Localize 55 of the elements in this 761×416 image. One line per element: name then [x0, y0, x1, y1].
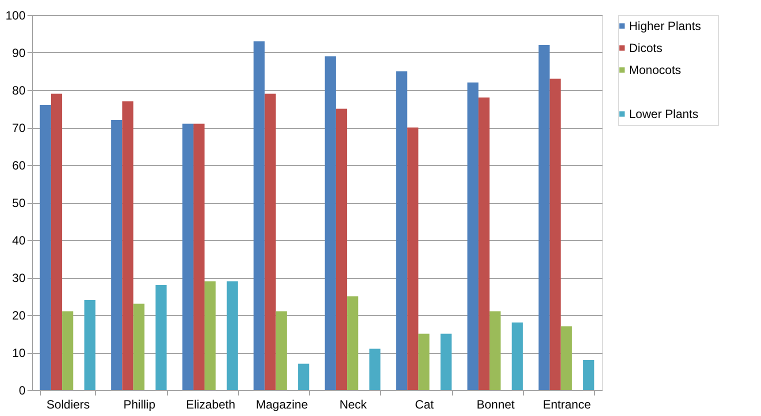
legend-label: Monocots — [629, 63, 682, 77]
y-tick-label: 50 — [12, 196, 26, 210]
bar — [226, 281, 238, 390]
bar — [583, 360, 594, 390]
bar — [538, 45, 550, 390]
bar — [276, 311, 287, 390]
x-tick-label: Elizabeth — [186, 398, 236, 412]
bar — [40, 105, 51, 390]
bar — [490, 311, 501, 390]
bar — [336, 108, 348, 390]
x-tick-label: Soldiers — [46, 398, 90, 412]
bar — [512, 322, 523, 390]
bar — [369, 348, 380, 390]
bar — [122, 101, 134, 390]
bar — [50, 94, 62, 390]
y-tick-label: 10 — [12, 346, 26, 360]
x-tick-label: Entrance — [542, 398, 592, 412]
bar — [440, 334, 452, 390]
legend-label: Lower Plants — [629, 107, 698, 121]
legend-label: Higher Plants — [629, 19, 702, 33]
bar — [62, 311, 74, 390]
bar — [133, 304, 144, 390]
x-tick-label: Magazine — [256, 398, 308, 412]
bar — [264, 94, 276, 390]
bar — [550, 78, 561, 390]
bar — [254, 41, 265, 390]
bar — [407, 128, 418, 390]
bar — [347, 296, 358, 390]
bar — [467, 82, 478, 390]
y-tick-label: 100 — [5, 8, 26, 22]
bar — [396, 71, 408, 390]
bar — [193, 124, 205, 390]
bar — [324, 56, 336, 390]
y-tick-label: 70 — [12, 121, 26, 135]
bar — [111, 120, 122, 390]
bar — [156, 285, 167, 390]
bar — [204, 281, 216, 390]
x-tick-label: Cat — [415, 398, 434, 412]
bar — [478, 98, 490, 390]
bar — [182, 124, 194, 390]
x-tick-label: Neck — [339, 398, 368, 412]
bar — [560, 326, 572, 390]
x-tick-label: Bonnet — [476, 398, 516, 412]
x-tick-label: Phillip — [123, 398, 156, 412]
bar — [298, 364, 310, 390]
y-tick-label: 80 — [12, 84, 26, 98]
y-tick-label: 0 — [18, 384, 26, 398]
y-tick-label: 20 — [12, 308, 26, 322]
y-tick-label: 60 — [12, 158, 26, 172]
bar — [418, 334, 430, 390]
y-tick-label: 40 — [12, 234, 26, 248]
y-tick-label: 30 — [12, 271, 26, 285]
bar — [84, 300, 96, 390]
y-tick-label: 90 — [12, 46, 26, 60]
legend-label: Dicots — [629, 41, 662, 55]
